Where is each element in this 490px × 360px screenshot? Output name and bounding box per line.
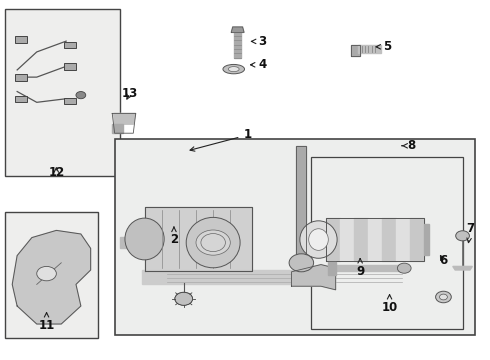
Bar	[15, 36, 27, 43]
Text: 6: 6	[440, 255, 447, 267]
Text: 13: 13	[122, 87, 138, 100]
Bar	[15, 74, 27, 81]
Ellipse shape	[175, 292, 193, 305]
Polygon shape	[453, 266, 472, 270]
Bar	[64, 42, 76, 48]
Polygon shape	[326, 218, 340, 261]
Polygon shape	[354, 218, 368, 261]
Polygon shape	[410, 218, 424, 261]
Polygon shape	[114, 113, 136, 124]
Ellipse shape	[228, 67, 239, 72]
Ellipse shape	[300, 221, 337, 258]
Text: 5: 5	[376, 40, 391, 53]
Text: 12: 12	[48, 166, 65, 179]
Polygon shape	[358, 45, 381, 53]
Polygon shape	[340, 218, 354, 261]
Ellipse shape	[196, 230, 230, 255]
Polygon shape	[231, 27, 244, 32]
Ellipse shape	[186, 217, 240, 268]
Polygon shape	[12, 230, 91, 324]
Polygon shape	[351, 45, 360, 56]
FancyBboxPatch shape	[115, 139, 475, 335]
FancyBboxPatch shape	[5, 212, 98, 338]
Ellipse shape	[175, 292, 193, 305]
Bar	[64, 98, 76, 104]
Ellipse shape	[76, 91, 86, 99]
Text: 1: 1	[190, 129, 251, 151]
Polygon shape	[368, 218, 382, 261]
Ellipse shape	[456, 231, 469, 241]
Ellipse shape	[37, 266, 56, 281]
Text: 7: 7	[466, 222, 474, 243]
FancyBboxPatch shape	[5, 9, 120, 176]
Polygon shape	[336, 265, 404, 271]
Text: 11: 11	[38, 312, 55, 332]
Polygon shape	[382, 218, 396, 261]
Polygon shape	[396, 218, 410, 261]
Polygon shape	[292, 265, 336, 290]
Text: 2: 2	[170, 227, 178, 246]
Ellipse shape	[397, 263, 411, 273]
Ellipse shape	[440, 294, 447, 300]
Ellipse shape	[125, 218, 164, 260]
Text: 10: 10	[381, 294, 398, 314]
Ellipse shape	[223, 64, 245, 74]
Ellipse shape	[309, 229, 328, 250]
Ellipse shape	[289, 254, 314, 272]
Polygon shape	[296, 146, 306, 270]
Ellipse shape	[201, 234, 225, 252]
Text: 4: 4	[250, 58, 266, 71]
Polygon shape	[424, 224, 429, 255]
Text: 3: 3	[251, 35, 266, 48]
Polygon shape	[142, 270, 412, 284]
Polygon shape	[112, 124, 123, 133]
Polygon shape	[328, 262, 336, 275]
Text: 8: 8	[402, 139, 416, 152]
Bar	[15, 96, 27, 102]
Text: 9: 9	[356, 258, 364, 278]
FancyBboxPatch shape	[311, 157, 463, 329]
Polygon shape	[234, 32, 241, 58]
Polygon shape	[145, 207, 252, 271]
Ellipse shape	[436, 291, 451, 303]
Polygon shape	[120, 237, 145, 248]
Bar	[64, 63, 76, 70]
